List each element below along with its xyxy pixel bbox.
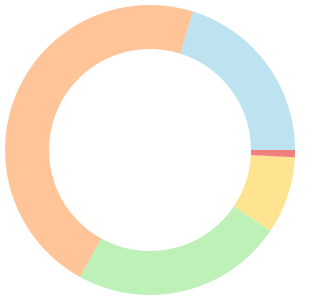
donut-segment: [250, 150, 295, 158]
donut-segment: [80, 206, 271, 295]
donut-segment: [5, 4, 194, 278]
donut-segment: [180, 11, 295, 151]
chart: [5, 4, 295, 295]
donut-segment: [233, 155, 295, 231]
